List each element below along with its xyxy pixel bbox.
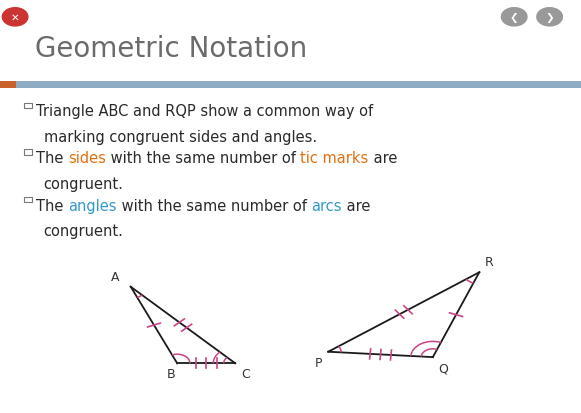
Circle shape <box>501 9 527 27</box>
Text: Triangle ABC and RQP show a common way of: Triangle ABC and RQP show a common way o… <box>36 104 373 119</box>
Text: R: R <box>485 256 494 268</box>
Text: marking congruent sides and angles.: marking congruent sides and angles. <box>44 130 317 145</box>
Text: B: B <box>167 368 175 380</box>
Bar <box>24 103 31 109</box>
Bar <box>24 197 31 203</box>
Text: ✕: ✕ <box>10 13 20 23</box>
Text: C: C <box>241 368 250 380</box>
Text: ❮: ❮ <box>510 13 519 23</box>
Text: angles: angles <box>68 198 117 213</box>
Text: The: The <box>36 151 68 166</box>
Text: are: are <box>369 151 397 166</box>
Text: congruent.: congruent. <box>44 176 123 191</box>
Text: A: A <box>110 270 119 283</box>
Text: with the same number of: with the same number of <box>106 151 300 166</box>
Bar <box>24 150 31 156</box>
Text: P: P <box>315 356 322 369</box>
Circle shape <box>2 9 28 27</box>
Text: with the same number of: with the same number of <box>117 198 311 213</box>
Text: Q: Q <box>439 361 449 374</box>
Text: ❯: ❯ <box>545 13 554 23</box>
Bar <box>0 81 581 89</box>
Text: congruent.: congruent. <box>44 224 123 239</box>
Bar <box>0 81 16 89</box>
Text: sides: sides <box>68 151 106 166</box>
Text: tic marks: tic marks <box>300 151 369 166</box>
Text: are: are <box>342 198 370 213</box>
Circle shape <box>537 9 562 27</box>
Text: Geometric Notation: Geometric Notation <box>35 35 307 63</box>
Text: arcs: arcs <box>311 198 342 213</box>
Text: The: The <box>36 198 68 213</box>
